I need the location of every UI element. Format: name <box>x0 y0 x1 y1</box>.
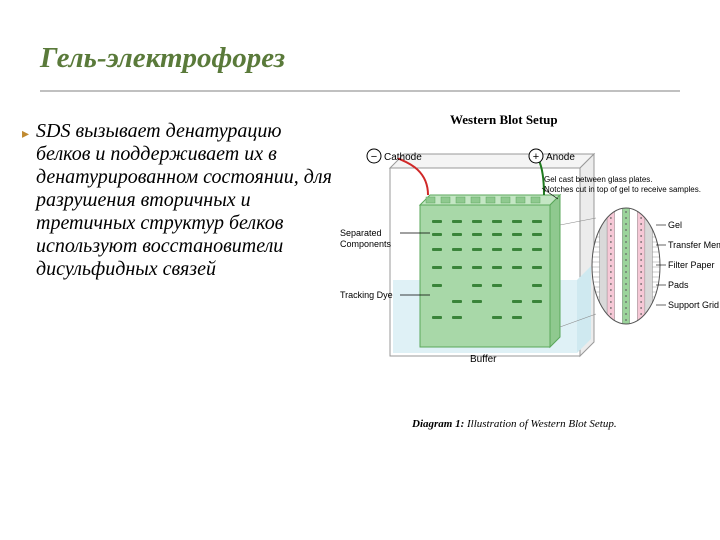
svg-text:Components: Components <box>340 239 392 249</box>
diagram-svg: −Cathode + Anode SeparatedComponents Trackin… <box>0 0 720 540</box>
svg-text:Gel: Gel <box>668 220 682 230</box>
svg-text:Cathode: Cathode <box>384 152 422 163</box>
diagram-caption: Diagram 1: Illustration of Western Blot … <box>412 418 617 430</box>
svg-text:Anode: Anode <box>546 152 575 163</box>
svg-text:Separated: Separated <box>340 228 382 238</box>
svg-text:Pads: Pads <box>668 280 689 290</box>
svg-text:Filter Paper: Filter Paper <box>668 260 715 270</box>
slide: { "title": { "text": "Гель-электрофорез"… <box>0 0 720 540</box>
svg-text:Tracking Dye: Tracking Dye <box>340 290 393 300</box>
svg-text:Buffer: Buffer <box>470 354 497 365</box>
svg-text:+: + <box>533 151 539 163</box>
svg-text:Notches cut in top of gel to r: Notches cut in top of gel to receive sam… <box>544 185 701 194</box>
svg-text:−: − <box>371 151 377 163</box>
caption-prefix: Diagram 1: <box>412 418 464 430</box>
svg-text:Transfer Membrane: Transfer Membrane <box>668 240 720 250</box>
caption-text: Illustration of Western Blot Setup. <box>464 418 616 430</box>
svg-text:Gel cast between glass plates.: Gel cast between glass plates. <box>544 175 653 184</box>
svg-text:Support Grid: Support Grid <box>668 300 719 310</box>
western-blot-diagram: Western Blot Setup −Cathode+AnodeSeparat… <box>0 0 720 540</box>
